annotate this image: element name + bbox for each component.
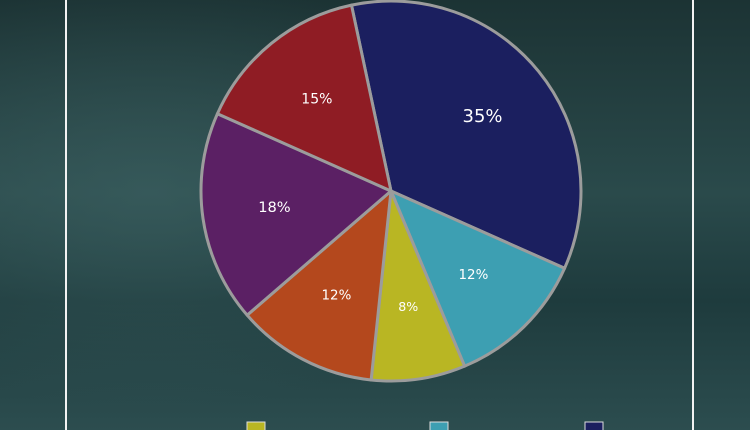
pie-slice xyxy=(389,189,567,368)
data-label: 18% xyxy=(258,199,291,216)
pie-slice xyxy=(369,189,467,383)
legend-swatch xyxy=(584,421,604,430)
pie-slice xyxy=(349,0,583,270)
data-label: 15% xyxy=(301,91,332,107)
legend-swatch xyxy=(246,421,266,430)
pie: 35% 12% 8% 12% 18% 15% xyxy=(199,0,583,383)
pie-slice xyxy=(215,3,393,193)
pie-slice xyxy=(245,189,393,382)
data-label: 8% xyxy=(398,299,418,314)
legend-swatch xyxy=(429,421,449,430)
data-label: 12% xyxy=(322,288,352,303)
pie-slice xyxy=(199,112,393,317)
data-label: 12% xyxy=(459,268,489,283)
data-label: 35% xyxy=(463,106,503,127)
